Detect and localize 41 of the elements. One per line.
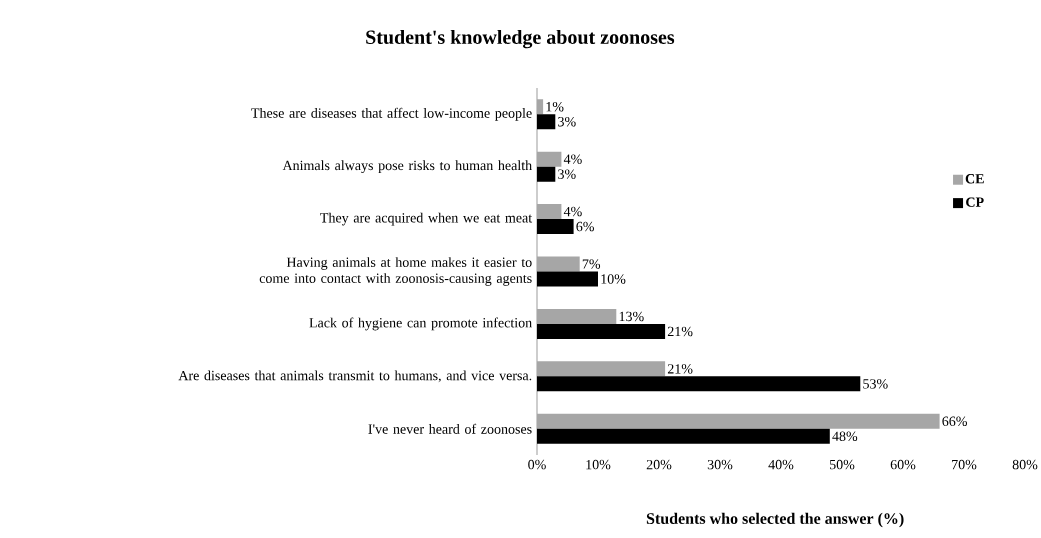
y-tick-label: They are acquired when we eat meat [320, 212, 533, 226]
x-tick-label: 0% [528, 459, 546, 470]
x-tick-label: 70% [952, 459, 977, 470]
bar [537, 308, 617, 324]
bar [537, 256, 580, 272]
bar [537, 151, 562, 167]
x-axis-title: Students who selected the answer (%) [646, 512, 904, 528]
legend-label: CP [966, 197, 984, 207]
y-tick-label: These are diseases that affect low-income people [251, 107, 532, 121]
x-tick-label: 50% [829, 459, 855, 470]
y-tick-label: Having animals at home makes it easier to come into contact with zoonosis-causing agents [259, 257, 532, 286]
bar [537, 99, 544, 115]
bar [537, 361, 666, 377]
data-label: 7% [582, 259, 601, 269]
x-tick-label: 80% [1012, 459, 1038, 470]
data-label: 3% [558, 116, 576, 127]
data-label: 48% [832, 431, 858, 442]
bar [537, 413, 940, 429]
x-tick-label: 20% [646, 459, 672, 470]
data-label: 13% [619, 311, 644, 322]
data-label: 6% [576, 221, 594, 232]
y-tick-label: Are diseases that animals transmit to humans, and vice versa. [178, 370, 532, 383]
data-label: 1% [546, 101, 564, 112]
x-tick-label: 40% [768, 459, 794, 470]
data-label: 10% [601, 274, 626, 284]
data-label: 4% [563, 206, 582, 217]
bar [537, 204, 562, 220]
data-label: 53% [863, 379, 888, 389]
chart-title: Student's knowledge about zoonoses [366, 29, 675, 49]
y-tick-label: Lack of hygiene can promote infection [309, 317, 532, 331]
y-tick-label: I've never heard of zoonoses [368, 423, 532, 434]
y-tick-label: Animals always pose risks to human health [282, 160, 532, 174]
data-label: 4% [563, 154, 582, 164]
data-label: 21% [667, 326, 693, 337]
x-tick-label: 10% [586, 459, 611, 470]
legend-label: CE [965, 174, 984, 184]
data-label: 21% [667, 364, 693, 374]
x-tick-label: 60% [890, 459, 916, 470]
data-label: 3% [558, 169, 576, 179]
data-label: 66% [942, 416, 967, 427]
x-tick-label: 30% [707, 459, 733, 470]
